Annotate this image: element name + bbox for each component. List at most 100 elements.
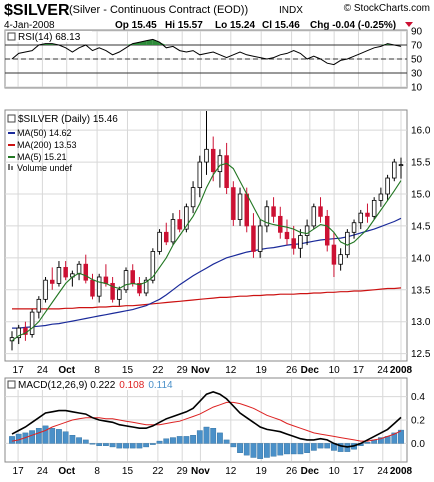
price-panel: 16.0 15.5 15.0 14.5 14.0 13.5 13.0 12.5 $SILVER…: [4, 109, 431, 362]
candle-body: [76, 263, 82, 275]
candle-body: [49, 279, 55, 284]
macd-histogram-bar: [129, 443, 136, 449]
date-tick-label: 17: [353, 365, 365, 376]
macd-histogram-bar: [237, 443, 243, 453]
date-tick-label: 19: [256, 466, 268, 477]
candle-body: [244, 193, 249, 227]
candle-body: [170, 219, 176, 243]
date-tick-label: 15: [122, 365, 134, 376]
rsi-tick-label: 30: [411, 69, 423, 80]
quote-low: Lo 15.24: [215, 20, 255, 31]
date-tick-label: 22: [152, 466, 164, 477]
ma50-line: [12, 217, 402, 329]
candle-body: [318, 206, 323, 217]
macd-histogram-bar: [103, 443, 109, 446]
macd-legend: MACD(12,26,9) 0.222 0.108 0.114: [18, 380, 173, 391]
macd-histogram-bar: [377, 437, 384, 444]
rsi-tick-label: 90: [411, 27, 423, 38]
macd-histogram-bar: [69, 435, 76, 444]
exchange-label: INDX: [279, 5, 303, 16]
date-tick-label: 24: [377, 365, 389, 376]
candle-body: [398, 164, 404, 167]
macd-legend-swatch: [7, 380, 16, 389]
macd-histogram-bar: [398, 429, 404, 444]
rsi-legend-swatch: [7, 32, 16, 41]
candle-body: [392, 161, 397, 179]
rsi-line: [11, 38, 402, 66]
ma5-line: [11, 162, 402, 342]
price-legend: $SILVER (Daily) 15.46 MA(50) 14.62 MA(20…: [7, 114, 118, 173]
macd-histogram-bar: [76, 437, 82, 444]
date-tick-label: 19: [256, 365, 268, 376]
quote-close: Cl 15.46: [262, 20, 300, 31]
candle-body: [56, 267, 62, 284]
macd-histogram-bar: [230, 443, 237, 448]
candle-body: [217, 155, 223, 173]
price-title: $SILVER (Daily) 15.46: [18, 114, 118, 125]
macd-histogram-bar: [183, 436, 190, 444]
rsi-overbought-fill: [139, 40, 147, 45]
date-tick-label: Nov: [191, 365, 210, 376]
date-axis: 17 24 Oct 8 15 22 29 Nov 12 19 26 Dec 10 17 24 2008: [13, 365, 413, 376]
macd-histogram-bar: [116, 443, 123, 449]
macd-histogram-bar: [304, 443, 310, 453]
date-tick-label: 2008: [390, 466, 413, 477]
price-tick-label: 15.5: [411, 158, 431, 169]
rsi-tick-label: 10: [411, 83, 423, 94]
price-tick-label: 16.0: [411, 126, 431, 137]
quote-change: Chg -0.04 (-0.25%): [310, 20, 396, 31]
candle-body: [143, 279, 149, 294]
candle-body: [177, 219, 182, 230]
macd-legend-signal: 0.108: [119, 380, 144, 391]
macd-histogram-bar: [317, 443, 324, 449]
candle-body: [164, 231, 169, 243]
macd-histogram-bar: [297, 443, 304, 455]
macd-histogram-bar: [270, 443, 277, 457]
date-tick-label: Nov: [191, 466, 210, 477]
macd-legend-hist: 0.114: [148, 380, 173, 391]
volume-bar-icon: [8, 164, 10, 170]
date-tick-label: 15: [122, 466, 134, 477]
price-tick-label: 13.5: [411, 285, 431, 296]
macd-histogram-bar: [9, 436, 15, 444]
candle-body: [210, 148, 216, 173]
macd-histogram-bar: [170, 437, 176, 444]
date-tick-label: 29: [177, 365, 189, 376]
candle-body: [117, 289, 122, 300]
candle-body: [304, 225, 310, 236]
macd-histogram-bar: [29, 430, 36, 444]
quote-date: 4-Jan-2008: [4, 20, 55, 31]
macd-histogram-bar: [210, 428, 217, 444]
date-tick-label: 24: [377, 466, 389, 477]
date-tick-label: 17: [13, 365, 25, 376]
symbol-title: $SILVER: [4, 2, 70, 19]
macd-histogram-bar: [196, 430, 203, 444]
macd-legend-bg: [6, 379, 201, 390]
price-legend-swatch: [7, 114, 16, 123]
macd-histogram-bar: [250, 443, 257, 458]
candle-body: [157, 231, 162, 252]
date-tick-label: 24: [37, 466, 49, 477]
candle-body: [29, 311, 35, 335]
date-tick-label: 24: [37, 365, 49, 376]
legend-volume: Volume undef: [17, 163, 73, 173]
macd-panel: 0.4 0.2 0.0 MACD(12,26,9) 0.222 0.108 0.114: [4, 377, 425, 463]
date-tick-label: 26: [286, 466, 298, 477]
date-tick-label: 22: [152, 365, 164, 376]
macd-histogram-bar: [337, 443, 344, 452]
candle-body: [324, 215, 330, 246]
macd-histogram-bar: [203, 426, 210, 444]
price-tick-label: 15.0: [411, 190, 431, 201]
macd-histogram-bar: [123, 443, 129, 449]
date-tick-label: 12: [225, 466, 237, 477]
date-tick-label: Oct: [58, 466, 75, 477]
candle-body: [291, 238, 296, 249]
macd-histogram-bar: [156, 440, 163, 444]
candle-body: [298, 235, 303, 249]
rsi-overbought-fill: [152, 39, 160, 45]
candle-body: [351, 222, 357, 233]
macd-histogram-bar: [284, 443, 290, 455]
macd-legend-main: MACD(12,26,9) 0.222: [18, 380, 116, 391]
legend-ma50: MA(50) 14.62: [17, 128, 72, 138]
rsi-overbought-fill: [159, 42, 167, 45]
